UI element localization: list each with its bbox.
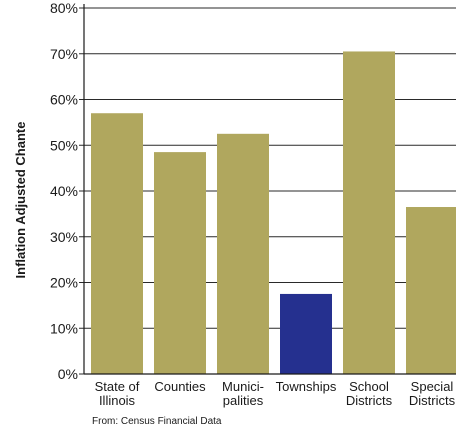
category-label: Special Districts bbox=[409, 379, 456, 408]
y-tick-label: 40% bbox=[50, 183, 78, 199]
y-axis-label: Inflation Adjusted Chante bbox=[13, 122, 28, 279]
category-label: School Districts bbox=[346, 379, 393, 408]
category-label: Munici-palities bbox=[222, 379, 264, 408]
y-tick-label: 30% bbox=[50, 229, 78, 245]
bar bbox=[91, 113, 143, 374]
y-tick-label: 10% bbox=[50, 320, 78, 336]
category-label: Townships bbox=[276, 379, 337, 394]
bar bbox=[154, 152, 206, 374]
category-label: State of Illinois bbox=[95, 379, 140, 408]
y-tick-label: 20% bbox=[50, 275, 78, 291]
y-tick-labels: 0% 10% 20% 30% 40% 50% 60% 70% 80% bbox=[50, 0, 78, 382]
axes bbox=[83, 4, 456, 375]
bars bbox=[91, 51, 456, 375]
y-tick-label: 50% bbox=[50, 137, 78, 153]
bar bbox=[343, 51, 395, 375]
y-tick-label: 0% bbox=[58, 366, 78, 382]
bar bbox=[217, 133, 269, 374]
source-note: From: Census Financial Data bbox=[92, 416, 222, 427]
y-tick-label: 70% bbox=[50, 46, 78, 62]
y-tick-label: 80% bbox=[50, 0, 78, 16]
bar bbox=[406, 207, 456, 374]
category-label: Counties bbox=[154, 379, 206, 394]
y-tick-label: 60% bbox=[50, 92, 78, 108]
bar bbox=[280, 293, 332, 374]
category-labels: State of Illinois Counties Munici-palities T… bbox=[95, 379, 456, 408]
